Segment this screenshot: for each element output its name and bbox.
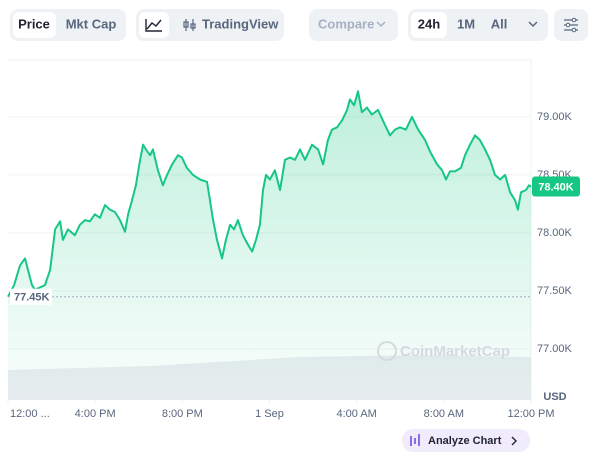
last-price-label: 78.40K [538,181,574,193]
tab[interactable]: Mkt Cap [66,16,117,31]
compare-button[interactable] [309,9,398,41]
chevron[interactable] [528,21,538,28]
watermark: CoinMarketCap [400,343,510,360]
analyze-label[interactable]: Analyze Chart [428,435,502,447]
range-selected[interactable] [411,12,447,38]
range[interactable]: 24h [418,16,440,31]
x-tick-label: 4:00 PM [75,408,116,420]
x-tick-label: 12:00 PM [507,408,554,420]
analyze-button[interactable] [402,429,530,452]
watermark-logo [377,341,397,361]
last-price-box [532,176,580,197]
candle-icon [183,19,196,31]
settings-icon [571,27,577,33]
tab-selected[interactable] [13,12,56,38]
price-line [7,90,532,298]
low-label-bg [10,288,52,305]
analyze-icon [410,434,420,446]
x-tick-label: 12:00 ... [10,408,50,420]
x-tick-label: 8:00 AM [424,408,464,420]
tab[interactable]: Price [18,16,50,31]
tool-group [136,9,284,41]
x-tick-label: 8:00 PM [162,408,203,420]
range[interactable]: 1M [457,16,475,31]
chevron [376,21,386,28]
low-label: 77.45K [14,292,50,304]
y-tick-label: 78.00K [537,227,573,239]
x-tick-label: 1 Sep [255,408,284,420]
currency: USD [543,391,566,403]
y-tick-label: 77.00K [537,343,573,355]
settings-icon [571,17,577,23]
y-tick-label: 77.50K [537,285,573,297]
settings-icon [565,22,571,28]
compare-label: Compare [318,16,374,31]
tradingview-button[interactable]: TradingView [202,16,279,31]
chevron [511,436,517,446]
line-icon [145,19,162,32]
range[interactable]: All [491,16,508,31]
y-tick-label: 79.00K [537,111,573,123]
x-tick-label: 4:00 AM [336,408,376,420]
